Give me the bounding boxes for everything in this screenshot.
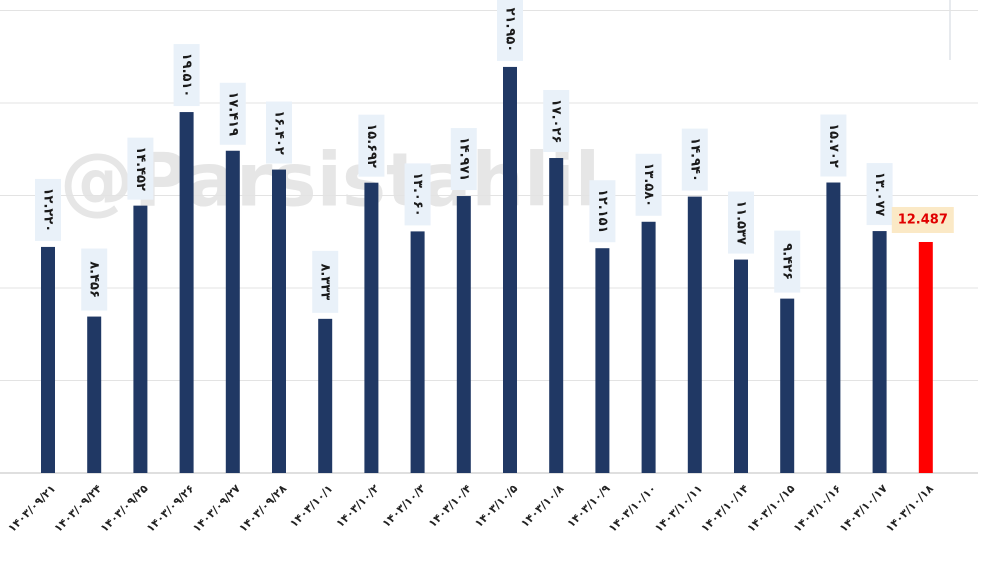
value-label: ۱۴.۹۷۱ bbox=[456, 137, 471, 182]
bar bbox=[272, 169, 286, 474]
value-label-box bbox=[681, 128, 708, 191]
bar bbox=[87, 316, 102, 473]
value-label-box bbox=[891, 206, 954, 233]
bar bbox=[918, 241, 933, 473]
value-label-box bbox=[127, 137, 154, 200]
x-tick-label: ۱۴۰۳/۱۰/۳ bbox=[380, 482, 428, 530]
value-label-box bbox=[728, 191, 754, 254]
x-tick-label: ۱۴۰۳/۱۰/۵ bbox=[472, 482, 520, 530]
bar bbox=[503, 66, 517, 474]
value-label: ۱۳.۰۷۷ bbox=[872, 172, 887, 217]
value-label-box bbox=[266, 101, 292, 164]
bar bbox=[826, 182, 841, 473]
x-tick-label: ۱۴۰۳/۱۰/۸ bbox=[518, 482, 566, 530]
x-tick-label: ۱۴۰۳/۰۹/۲۵ bbox=[98, 482, 151, 535]
x-tick-label: ۱۴۰۳/۱۰/۱۷ bbox=[837, 482, 890, 535]
value-label-box bbox=[404, 163, 431, 226]
value-label-box bbox=[358, 114, 385, 177]
bar bbox=[641, 221, 656, 473]
bar bbox=[734, 259, 748, 473]
value-label-box bbox=[312, 250, 339, 313]
x-tick-label: ۱۴۰۳/۰۹/۲۱ bbox=[5, 482, 58, 535]
bar bbox=[872, 231, 887, 473]
value-label-box bbox=[820, 114, 847, 177]
bar bbox=[687, 196, 702, 474]
value-label-box bbox=[543, 90, 570, 153]
bar bbox=[456, 196, 471, 473]
x-tick-label: ۱۴۰۳/۱۰/۱۵ bbox=[745, 482, 798, 535]
x-tick-label: ۱۴۰۳/۱۰/۴ bbox=[426, 482, 474, 530]
x-tick-label: ۱۴۰۳/۱۰/۹ bbox=[565, 482, 613, 530]
value-label: ۸.۴۵۶ bbox=[87, 261, 102, 298]
value-label: ۱۷.۰۲۶ bbox=[549, 99, 564, 144]
value-label-box bbox=[497, 0, 523, 61]
value-label-box bbox=[81, 248, 108, 311]
x-tick-label: ۱۴۰۳/۰۹/۲۷ bbox=[190, 482, 243, 535]
value-label: ۸.۳۳۳ bbox=[318, 263, 333, 300]
x-tick-label: ۱۴۰۳/۱۰/۱۰ bbox=[606, 482, 659, 535]
x-tick-label: ۱۴۰۳/۰۹/۲۸ bbox=[236, 482, 289, 535]
value-label-box bbox=[774, 230, 801, 293]
x-tick-label: ۱۴۰۳/۱۰/۲ bbox=[334, 482, 382, 530]
x-tick-label: ۱۴۰۳/۰۹/۲۴ bbox=[52, 482, 105, 535]
x-tick-label: ۱۴۰۳/۱۰/۱۶ bbox=[791, 482, 844, 535]
x-tick-label: ۱۴۰۳/۱۰/۱ bbox=[287, 482, 335, 530]
value-label-box bbox=[866, 163, 893, 226]
value-label: ۱۲.۲۲۰ bbox=[41, 188, 56, 233]
value-label-box bbox=[35, 178, 61, 241]
value-label: ۱۹.۵۱۰ bbox=[179, 53, 194, 98]
bar bbox=[410, 231, 425, 473]
value-label: ۱۷.۴۱۹ bbox=[225, 91, 240, 136]
value-label-box bbox=[450, 128, 477, 191]
value-label: ۱۴.۴۵۲ bbox=[133, 146, 148, 191]
value-label: ۲۱.۹۵۰ bbox=[503, 8, 518, 53]
value-label: ۱۶.۴۰۲ bbox=[272, 110, 287, 155]
value-label: ۱۵.۷۰۲ bbox=[826, 123, 841, 168]
value-label: 12.487 bbox=[898, 212, 948, 227]
bar bbox=[595, 248, 610, 473]
value-label: ۱۳.۰۶۰ bbox=[410, 172, 425, 217]
bar bbox=[318, 318, 333, 473]
value-label-box bbox=[635, 153, 662, 216]
x-tick-label: ۱۴۰۳/۰۹/۲۶ bbox=[144, 482, 197, 535]
bar bbox=[780, 298, 795, 473]
value-label: ۱۵.۶۹۲ bbox=[364, 123, 379, 168]
bar bbox=[41, 246, 55, 473]
value-label-box bbox=[219, 82, 246, 145]
x-tick-label: ۱۴۰۳/۱۰/۱۴ bbox=[698, 482, 751, 535]
x-tick-label: ۱۴۰۳/۱۰/۱۱ bbox=[652, 482, 705, 535]
bar bbox=[225, 150, 240, 473]
value-label: ۱۱.۵۳۷ bbox=[734, 200, 749, 245]
bar bbox=[179, 112, 194, 473]
value-label: ۱۲.۱۵۱ bbox=[595, 189, 610, 234]
bar bbox=[133, 205, 148, 473]
bar bbox=[549, 158, 564, 474]
value-label-box bbox=[173, 44, 200, 107]
value-label: ۹.۴۲۶ bbox=[780, 243, 795, 280]
bar bbox=[364, 182, 379, 473]
value-label: ۱۳.۵۸۰ bbox=[641, 162, 656, 207]
value-label: ۱۴.۹۴۰ bbox=[687, 137, 702, 182]
value-label-box bbox=[589, 180, 616, 243]
x-tick-label: ۱۴۰۳/۱۰/۱۸ bbox=[883, 482, 936, 535]
